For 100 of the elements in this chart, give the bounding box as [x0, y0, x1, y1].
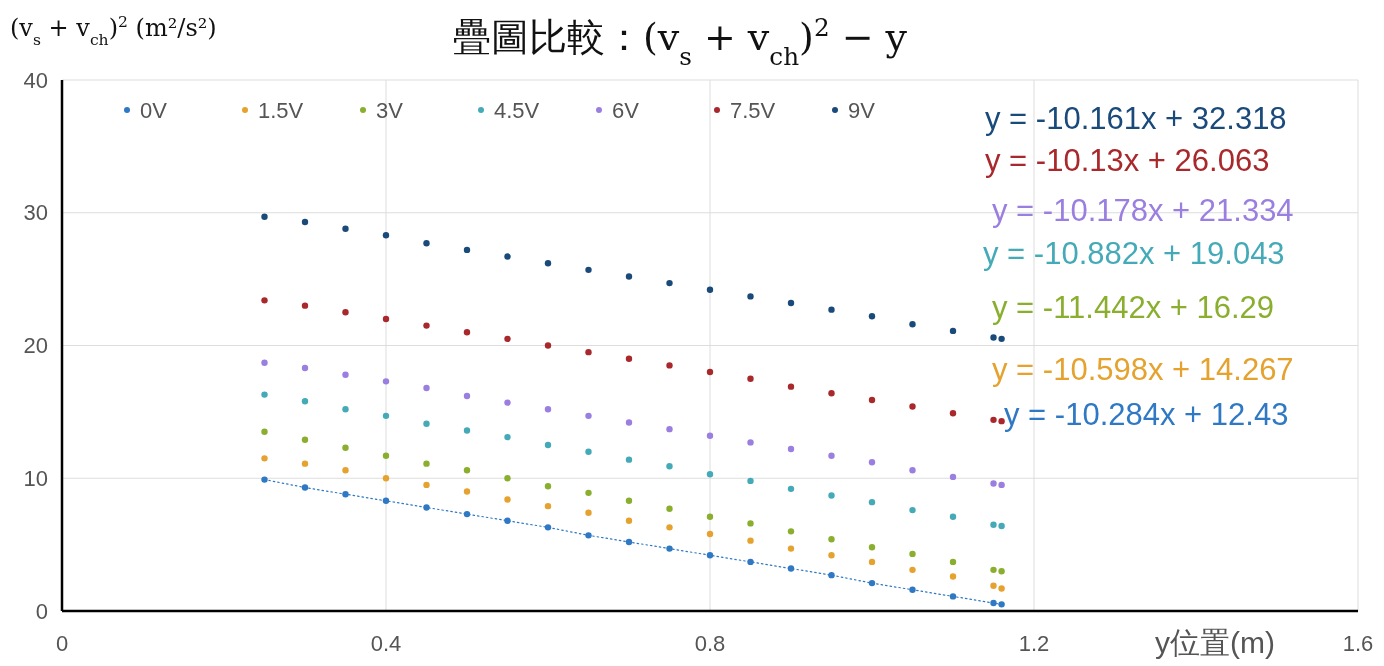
x-tick-label: 1.6	[1342, 631, 1374, 656]
point	[787, 545, 795, 552]
y-tick-label: 40	[23, 67, 48, 93]
point	[909, 566, 916, 574]
point	[301, 364, 309, 372]
legend-label: 9V	[848, 97, 876, 123]
point	[544, 524, 552, 531]
point	[463, 467, 471, 474]
annotation: y = -10.13x + 26.063	[985, 142, 1270, 178]
point	[949, 558, 957, 566]
point	[261, 428, 268, 435]
legend-label: 0V	[140, 97, 168, 123]
point	[423, 481, 430, 489]
point	[504, 517, 511, 524]
point	[463, 329, 471, 336]
point	[625, 497, 633, 505]
point	[261, 455, 268, 462]
point	[342, 309, 349, 316]
point	[463, 392, 471, 400]
point	[949, 473, 957, 481]
point	[828, 571, 835, 579]
y-tick-label: 0	[35, 598, 48, 624]
point	[585, 412, 592, 420]
y-tick-label: 30	[23, 200, 48, 226]
point	[382, 315, 390, 323]
point	[828, 552, 835, 559]
point	[544, 260, 552, 267]
point	[787, 485, 795, 493]
annotation: y = -10.161x + 32.318	[985, 100, 1287, 136]
point	[504, 496, 511, 503]
point	[301, 436, 309, 443]
point	[949, 327, 957, 335]
point	[998, 585, 1005, 592]
point	[666, 545, 673, 552]
point	[787, 565, 795, 572]
point	[301, 484, 309, 491]
point	[990, 480, 997, 487]
point	[747, 477, 754, 485]
point	[666, 425, 673, 433]
point	[909, 403, 916, 410]
point	[625, 419, 633, 426]
point	[625, 456, 633, 463]
point	[909, 321, 916, 328]
point	[828, 492, 835, 499]
point	[504, 475, 511, 482]
point	[301, 218, 309, 226]
point	[747, 439, 754, 446]
point	[706, 513, 714, 520]
point	[301, 302, 309, 309]
point	[261, 213, 268, 220]
legend-label: 3V	[376, 97, 404, 123]
point	[382, 475, 390, 482]
point	[990, 599, 997, 607]
point	[868, 558, 876, 566]
point	[666, 505, 673, 512]
point	[747, 293, 754, 300]
point	[868, 544, 876, 551]
point	[463, 246, 471, 254]
point	[382, 232, 390, 239]
point	[342, 406, 349, 413]
point	[706, 552, 714, 559]
point	[342, 467, 349, 474]
point	[787, 445, 795, 453]
point	[909, 586, 916, 593]
point	[585, 348, 592, 356]
point	[544, 441, 552, 449]
point	[949, 410, 957, 417]
point	[342, 225, 349, 232]
legend-label: 6V	[612, 97, 640, 123]
point	[585, 448, 592, 455]
point	[301, 460, 309, 467]
point	[544, 483, 552, 490]
point	[828, 306, 835, 313]
point	[585, 266, 592, 274]
point	[706, 432, 714, 439]
point	[585, 489, 592, 497]
annotation: y = -10.284x + 12.43	[1004, 396, 1289, 432]
point	[747, 558, 754, 566]
point	[544, 342, 552, 349]
point	[828, 452, 835, 459]
y-tick-label: 20	[23, 333, 48, 359]
chart-title: 疊圖比較：(v$_{s}$ + v$_{ch}$)$^{2}$ − y	[452, 12, 908, 71]
point	[463, 488, 471, 495]
point	[504, 253, 511, 260]
annotation: y = -10.882x + 19.043	[983, 235, 1285, 271]
point	[706, 368, 714, 376]
x-tick-label: 0.4	[370, 631, 402, 656]
point	[828, 536, 835, 543]
annotation: y = -10.178x + 21.334	[992, 192, 1294, 228]
point	[544, 406, 552, 413]
point	[990, 566, 997, 574]
point	[423, 240, 430, 247]
x-tick-label: 0.8	[694, 631, 726, 656]
point	[868, 459, 876, 466]
point	[706, 530, 714, 538]
point	[504, 433, 511, 441]
point	[666, 279, 673, 287]
annotation: y = -10.598x + 14.267	[992, 351, 1294, 387]
point	[998, 335, 1005, 343]
point	[504, 335, 511, 343]
